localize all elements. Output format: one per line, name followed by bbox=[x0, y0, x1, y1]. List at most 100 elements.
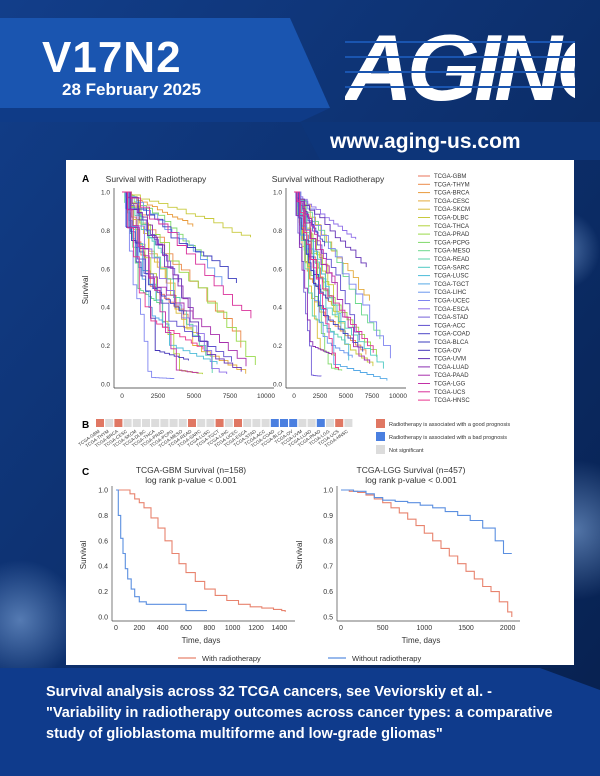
heat-cell-tcga-thca bbox=[151, 419, 160, 427]
panel-b-label: B bbox=[82, 420, 89, 431]
gbm-xlabel: Time, days bbox=[182, 636, 221, 645]
gbm-pvalue: log rank p-value < 0.001 bbox=[145, 475, 237, 485]
legend-label-tcga-acc: TCGA-ACC bbox=[434, 323, 466, 329]
legend-ns-swatch bbox=[376, 445, 385, 454]
lgg-ytick-label: 1.0 bbox=[323, 488, 333, 495]
lgg-ytick-label: 0.9 bbox=[323, 513, 333, 520]
legend-label-tcga-sarc: TCGA-SARC bbox=[434, 265, 470, 271]
km-curve-tcga-cesc bbox=[294, 191, 370, 301]
legend-bad-swatch bbox=[376, 432, 385, 441]
legend-label-tcga-lusc: TCGA-LUSC bbox=[434, 274, 469, 280]
gbm-xtick-label: 0 bbox=[114, 625, 118, 632]
gbm-xtick-label: 1200 bbox=[248, 625, 264, 632]
km-curve-tcga-gbm bbox=[122, 191, 189, 319]
km-curve-tcga-ov bbox=[294, 191, 329, 301]
km-curve-tcga-esca bbox=[122, 191, 228, 374]
heat-cell-tcga-thym bbox=[105, 419, 114, 427]
km-curve-tcga-blca bbox=[122, 191, 237, 283]
lgg-curve-with-radiotherapy bbox=[341, 489, 513, 617]
legend-label-tcga-cesc: TCGA-CESC bbox=[434, 199, 470, 205]
panel-a-left-ytick-label: 0.8 bbox=[101, 228, 110, 235]
legend-label-tcga-meso: TCGA-MESO bbox=[434, 249, 471, 255]
panel-a-left-ytick-label: 0.6 bbox=[101, 266, 110, 273]
heat-cell-tcga-hnsc bbox=[344, 419, 353, 427]
legend-good-swatch bbox=[376, 419, 385, 428]
heat-cell-tcga-ov bbox=[289, 419, 298, 427]
gbm-curve-without-radiotherapy bbox=[116, 489, 207, 612]
gbm-xtick-label: 1000 bbox=[225, 625, 241, 632]
lgg-xtick-label: 1500 bbox=[458, 625, 474, 632]
gbm-xtick-label: 200 bbox=[133, 625, 145, 632]
legend-label-tcga-skcm: TCGA-SKCM bbox=[434, 207, 470, 213]
km-curve-tcga-paad bbox=[122, 191, 247, 367]
heat-cell-tcga-luad bbox=[307, 419, 316, 427]
km-curve-tcga-luad bbox=[122, 191, 194, 319]
panel-a-left-xtick-label: 10000 bbox=[257, 393, 275, 400]
legend-label-tcga-blca: TCGA-BLCA bbox=[434, 340, 468, 346]
issue-date: 28 February 2025 bbox=[62, 80, 201, 99]
panel-a-right-ytick-label: 0.8 bbox=[273, 228, 282, 235]
legend-label-tcga-prad: TCGA-PRAD bbox=[434, 232, 470, 238]
panel-a-legend: TCGA-GBM TCGA-THYM TCGA-BRCA TCGA-CESC TCGA-… bbox=[418, 174, 471, 404]
legend-label-tcga-paad: TCGA-PAAD bbox=[434, 373, 469, 379]
heat-cell-tcga-brca bbox=[114, 419, 123, 427]
km-curve-tcga-uvm bbox=[294, 191, 367, 268]
km-curve-tcga-lgg bbox=[294, 191, 336, 285]
panel-b-heatmap: TCGA-GBMTCGA-THYMTCGA-BRCATCGA-CESCTCGA-… bbox=[77, 419, 353, 449]
panel-a-left-xtick-label: 5000 bbox=[187, 393, 202, 400]
km-curve-tcga-hnsc bbox=[122, 191, 204, 350]
gbm-survival-plot: 1.0 0.8 0.6 0.4 0.2 0.0 0 200 400 600 800 1000 1200 1… bbox=[98, 486, 295, 632]
panel-a-right-ytick-label: 0.4 bbox=[273, 305, 282, 312]
panel-a-right-ytick-label: 0.2 bbox=[273, 343, 282, 350]
legend-label-tcga-pcpg: TCGA-PCPG bbox=[434, 240, 470, 246]
gbm-title: TCGA-GBM Survival (n=158) bbox=[136, 465, 246, 475]
km-curve-tcga-cesc bbox=[122, 191, 247, 374]
lgg-xlabel: Time, days bbox=[402, 636, 441, 645]
panel-a-left-ytick-label: 0.2 bbox=[101, 343, 110, 350]
panel-a-right-plot: 1.0 0.8 0.6 0.4 0.2 0.0 0 2500 5000 7500 10000 bbox=[273, 188, 407, 400]
panel-a-right-xtick-label: 0 bbox=[292, 393, 296, 400]
gbm-xtick-label: 800 bbox=[203, 625, 215, 632]
panel-a-title-right: Survival without Radiotherapy bbox=[272, 174, 385, 184]
panel-c-legend: With radiotherapy Without radiotherapy bbox=[178, 654, 421, 663]
gbm-xtick-label: 1400 bbox=[272, 625, 288, 632]
legend-label-tcga-ov: TCGA-OV bbox=[434, 348, 461, 354]
km-curve-tcga-pcpg bbox=[294, 191, 343, 371]
heat-cell-tcga-lihc bbox=[224, 419, 233, 427]
gbm-ytick-label: 1.0 bbox=[98, 488, 108, 495]
legend-label-tcga-lihc: TCGA-LIHC bbox=[434, 290, 467, 296]
lgg-ytick-label: 0.5 bbox=[323, 615, 333, 622]
heat-cell-tcga-skcm bbox=[132, 419, 141, 427]
panel-a-left-xtick-label: 7500 bbox=[223, 393, 238, 400]
panel-a-left-ytick-label: 0.4 bbox=[101, 305, 110, 312]
panel-a-left-xtick-label: 0 bbox=[120, 393, 124, 400]
lgg-curve-without-radiotherapy bbox=[341, 489, 512, 555]
lgg-ylabel: Survival bbox=[295, 541, 304, 570]
km-curve-tcga-stad bbox=[122, 191, 180, 283]
panel-b-legend: Radiotherapy is associated with a good p… bbox=[376, 419, 510, 454]
gbm-ytick-label: 0.8 bbox=[98, 513, 108, 520]
cover-caption: Survival analysis across 32 TCGA cancers… bbox=[46, 684, 553, 742]
heat-cell-tcga-pcpg bbox=[169, 419, 178, 427]
panel-a-right-ytick-label: 1.0 bbox=[273, 190, 282, 197]
gbm-ytick-label: 0.4 bbox=[98, 564, 108, 571]
volume-number: V17N2 bbox=[42, 33, 182, 82]
lgg-ytick-label: 0.8 bbox=[323, 538, 333, 545]
heat-cell-tcga-ucec bbox=[234, 419, 242, 427]
heat-cell-tcga-meso bbox=[178, 419, 187, 427]
legend-label-tcga-lgg: TCGA-LGG bbox=[434, 382, 466, 388]
legend-label-tcga-thca: TCGA-THCA bbox=[434, 224, 469, 230]
heat-cell-tcga-tgct bbox=[215, 419, 224, 427]
heat-cell-tcga-cesc bbox=[123, 419, 132, 427]
km-curve-tcga-read bbox=[294, 191, 346, 343]
legend-good-text: Radiotherapy is associated with a good p… bbox=[389, 422, 510, 428]
heat-cell-tcga-ucs bbox=[335, 419, 344, 427]
aging-logo-text: AGING bbox=[345, 15, 575, 112]
km-curve-tcga-ucec bbox=[122, 191, 175, 379]
legend-label-tcga-dlbc: TCGA-DLBC bbox=[434, 216, 469, 222]
journal-url[interactable]: www.aging-us.com bbox=[330, 130, 521, 153]
km-curve-tcga-dlbc bbox=[294, 191, 374, 367]
lgg-pvalue: log rank p-value < 0.001 bbox=[365, 475, 457, 485]
km-curve-tcga-stad bbox=[294, 191, 322, 377]
heat-cell-tcga-blca bbox=[280, 419, 288, 427]
